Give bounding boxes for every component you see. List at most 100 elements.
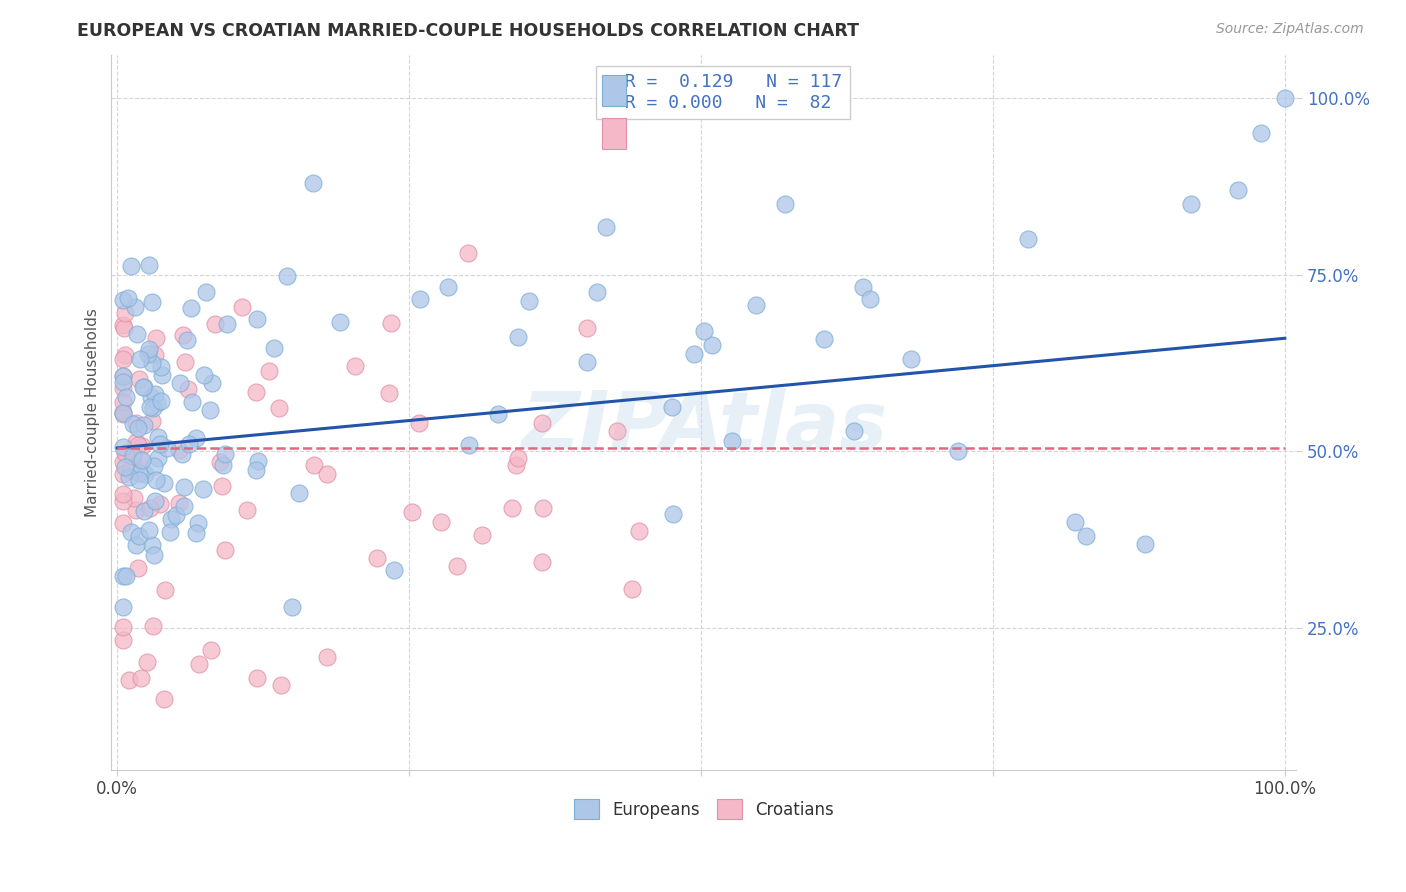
Point (409, 292, 432, 306)
Point (112, 369, 135, 384)
Point (586, 285, 609, 300)
Point (1063, 516, 1085, 530)
Point (302, 458, 325, 472)
Point (316, 649, 339, 664)
Point (176, 382, 198, 396)
Point (859, 292, 882, 306)
Point (159, 512, 181, 526)
Point (112, 632, 135, 647)
Point (508, 329, 530, 343)
Point (194, 285, 217, 299)
Point (149, 497, 172, 511)
Point (132, 417, 155, 432)
Text: ZIPAtlas: ZIPAtlas (520, 388, 887, 466)
Point (122, 449, 145, 463)
Point (114, 446, 136, 460)
Point (152, 475, 174, 490)
Point (270, 678, 292, 692)
Point (131, 453, 153, 467)
Point (245, 463, 267, 477)
Point (214, 543, 236, 558)
Point (143, 459, 166, 474)
Point (530, 417, 553, 431)
Y-axis label: Married-couple Households: Married-couple Households (86, 308, 100, 517)
Point (169, 376, 191, 391)
Point (134, 504, 156, 518)
Point (1227, 183, 1250, 197)
Point (120, 525, 142, 540)
Point (900, 352, 922, 367)
Point (575, 320, 598, 334)
Point (122, 491, 145, 505)
Point (170, 447, 193, 461)
Point (141, 356, 163, 370)
Point (204, 317, 226, 331)
Point (692, 324, 714, 338)
Point (156, 441, 179, 455)
Point (217, 317, 239, 331)
Point (172, 328, 194, 343)
Point (176, 333, 198, 347)
Point (129, 351, 152, 366)
Point (446, 559, 468, 574)
Point (135, 655, 157, 669)
Point (124, 300, 146, 314)
Point (118, 470, 141, 484)
Point (143, 348, 166, 362)
Point (662, 508, 685, 522)
Point (181, 395, 204, 409)
Point (186, 526, 208, 541)
Point (179, 436, 201, 450)
Point (437, 280, 460, 294)
Point (112, 381, 135, 395)
Point (682, 347, 704, 361)
Point (128, 371, 150, 385)
Point (576, 355, 599, 369)
Point (530, 555, 553, 569)
Point (214, 447, 236, 461)
Point (288, 486, 311, 500)
Point (401, 505, 423, 519)
Point (138, 400, 160, 414)
Point (316, 467, 339, 481)
Point (112, 369, 135, 384)
Point (125, 461, 148, 475)
Point (852, 280, 875, 294)
Text: Source: ZipAtlas.com: Source: ZipAtlas.com (1216, 22, 1364, 37)
Point (501, 501, 523, 516)
Point (700, 338, 723, 352)
Point (661, 401, 683, 415)
Point (245, 384, 267, 399)
Point (138, 523, 160, 537)
Point (193, 368, 215, 382)
Point (430, 515, 453, 529)
Point (457, 438, 479, 452)
Point (112, 293, 135, 307)
Point (165, 508, 187, 523)
Point (329, 314, 352, 328)
Point (302, 176, 325, 190)
Point (1250, 126, 1272, 140)
Point (138, 347, 160, 361)
Point (1017, 232, 1039, 246)
Point (380, 316, 402, 330)
Point (128, 474, 150, 488)
Point (146, 451, 169, 466)
Point (505, 458, 527, 472)
Point (120, 259, 142, 273)
Point (131, 438, 153, 452)
Point (173, 480, 195, 494)
Point (281, 600, 304, 615)
Text: EUROPEAN VS CROATIAN MARRIED-COUPLE HOUSEHOLDS CORRELATION CHART: EUROPEAN VS CROATIAN MARRIED-COUPLE HOUS… (77, 22, 859, 40)
Point (143, 494, 166, 508)
Point (112, 375, 135, 389)
Point (366, 551, 388, 566)
Point (153, 692, 176, 706)
Point (186, 431, 208, 445)
Point (128, 467, 150, 481)
Point (117, 673, 139, 687)
Point (208, 455, 231, 469)
Point (143, 387, 166, 401)
Point (201, 376, 224, 390)
Point (129, 453, 152, 467)
